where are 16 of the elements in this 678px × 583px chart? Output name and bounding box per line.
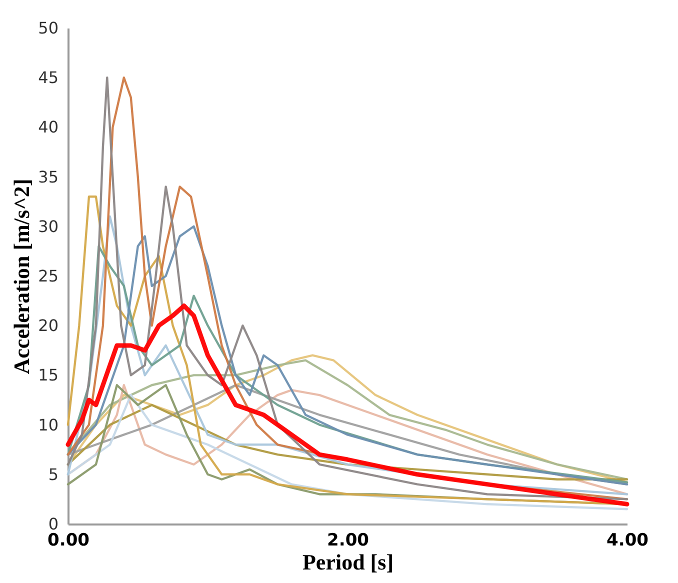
y-tick-label: 0 [48, 514, 58, 534]
y-tick-label: 35 [38, 167, 58, 186]
x-tick-label: 4.00 [606, 530, 649, 550]
y-tick-label: 30 [38, 216, 58, 236]
y-tick-label: 20 [38, 316, 58, 336]
y-tick-label: 10 [38, 415, 58, 434]
x-axis-title: Period [s] [302, 550, 394, 574]
y-tick-label: 50 [38, 18, 58, 38]
y-tick-label: 5 [48, 464, 58, 484]
y-tick-label: 15 [38, 366, 58, 385]
x-tick-label: 2.00 [327, 530, 370, 550]
y-axis-title: Acceleration [m/s^2] [9, 178, 34, 374]
x-tick-label: 0.00 [48, 530, 90, 550]
y-tick-label: 25 [38, 266, 58, 286]
y-tick-label: 45 [38, 68, 58, 88]
y-tick-label: 40 [38, 118, 58, 137]
